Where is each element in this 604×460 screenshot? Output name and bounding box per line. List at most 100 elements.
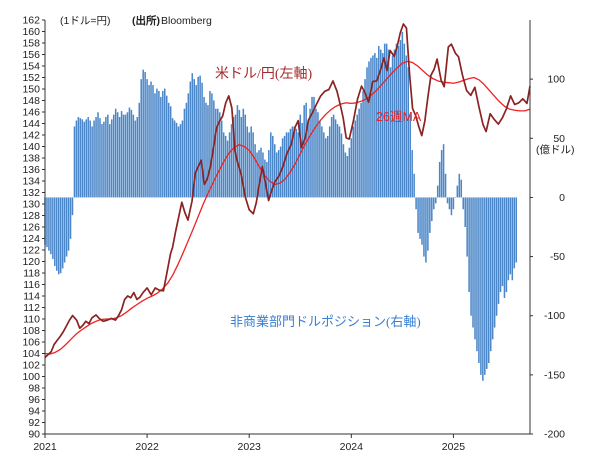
position-bar	[285, 132, 288, 198]
position-bar	[360, 102, 362, 198]
right-tick-label: 0	[559, 192, 565, 204]
position-bar	[246, 126, 248, 198]
position-bar	[189, 81, 192, 198]
position-bar	[458, 173, 461, 198]
position-bar	[305, 102, 307, 198]
x-tick-label: 2024	[340, 441, 364, 453]
position-bar	[116, 112, 119, 198]
position-bar	[128, 107, 131, 198]
position-bar	[152, 85, 154, 198]
position-bar	[162, 90, 164, 198]
left-tick-label: 112	[23, 302, 40, 314]
position-bar	[89, 120, 91, 198]
left-tick-label: 150	[22, 84, 40, 96]
position-bar	[393, 49, 396, 198]
position-bar	[254, 144, 256, 198]
position-bar	[368, 61, 370, 198]
x-tick-label: 2023	[238, 441, 262, 453]
position-bar	[203, 96, 205, 198]
left-tick-label: 120	[22, 256, 40, 268]
position-bar	[73, 126, 76, 198]
position-bar	[262, 152, 264, 198]
position-bar	[470, 197, 472, 316]
position-bar	[383, 43, 386, 198]
position-bar	[193, 79, 195, 198]
position-bar	[112, 114, 115, 198]
position-bar	[395, 43, 398, 198]
position-bar	[130, 109, 133, 198]
position-bar	[69, 197, 72, 239]
position-bar	[301, 122, 303, 198]
position-bar	[79, 118, 82, 198]
position-bar	[240, 116, 243, 198]
position-bar	[293, 126, 296, 198]
position-bar	[197, 76, 199, 198]
position-bar	[56, 197, 58, 271]
position-bar	[169, 106, 172, 198]
left-tick-label: 146	[22, 107, 40, 119]
position-bar	[109, 124, 111, 198]
position-bar	[397, 46, 400, 198]
position-bar	[505, 197, 508, 293]
position-bar	[419, 197, 421, 239]
position-bar	[370, 57, 372, 198]
position-bar	[340, 133, 343, 198]
left-tick-label: 160	[22, 26, 40, 38]
position-bar	[336, 124, 339, 198]
left-tick-label: 138	[22, 153, 40, 165]
left-tick-label: 94	[28, 406, 40, 418]
position-bar	[209, 90, 211, 198]
position-bar	[303, 105, 305, 198]
position-bar	[495, 197, 498, 316]
left-tick-label: 122	[22, 245, 40, 257]
position-bar	[61, 197, 64, 269]
position-bar	[413, 173, 415, 198]
position-bar	[291, 126, 294, 198]
position-bar	[122, 114, 125, 198]
position-bar	[199, 75, 201, 198]
axes: 9092949698100102104106108110112114116118…	[22, 15, 565, 454]
position-bar	[378, 46, 380, 198]
position-bar	[177, 126, 180, 198]
position-bar	[423, 197, 425, 257]
position-bar	[436, 185, 439, 198]
position-bar	[497, 197, 500, 304]
position-bar	[54, 197, 56, 267]
position-bar	[374, 53, 376, 198]
position-bar	[236, 105, 239, 198]
position-bar	[57, 197, 60, 275]
position-bar	[50, 197, 52, 255]
right-tick-label: 100	[547, 74, 565, 86]
left-tick-label: 118	[23, 268, 40, 280]
x-tick-label: 2025	[442, 441, 466, 453]
left-tick-label: 102	[22, 360, 40, 372]
position-bar	[146, 79, 148, 198]
position-bar	[191, 73, 194, 198]
position-bar	[468, 197, 470, 293]
left-tick-label: 132	[22, 187, 40, 199]
position-bar	[120, 111, 123, 198]
x-tick-label: 2022	[135, 441, 159, 453]
position-bar	[326, 135, 329, 198]
position-bar	[489, 197, 492, 352]
left-tick-label: 148	[22, 95, 40, 107]
position-bar	[387, 49, 390, 198]
position-bar	[160, 96, 162, 198]
position-bar	[348, 147, 351, 198]
right-tick-label: -150	[544, 369, 565, 381]
position-bar	[299, 114, 302, 198]
position-bar	[474, 197, 476, 340]
position-bar	[409, 114, 411, 198]
left-tick-label: 116	[23, 279, 40, 291]
left-tick-label: 140	[22, 141, 40, 153]
source-label: (出所)	[132, 14, 160, 27]
position-bar	[266, 161, 268, 198]
left-tick-label: 162	[22, 15, 40, 27]
position-bar	[399, 40, 402, 198]
position-bar	[330, 116, 333, 198]
position-bar	[207, 105, 209, 198]
position-bars	[44, 31, 517, 381]
left-tick-label: 130	[22, 199, 40, 211]
left-tick-label: 104	[22, 348, 40, 360]
